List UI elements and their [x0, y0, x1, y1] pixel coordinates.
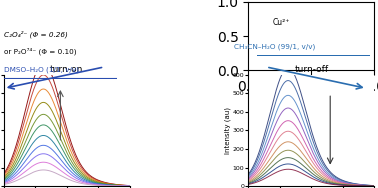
Title: turn-off: turn-off: [294, 65, 328, 74]
Text: or P₂O⁷⁴⁻ (Φ = 0.10): or P₂O⁷⁴⁻ (Φ = 0.10): [4, 47, 76, 55]
Text: DMSO–H₂O (1/1, v/v): DMSO–H₂O (1/1, v/v): [4, 66, 79, 73]
Text: C₂O₄²⁻ (Φ = 0.26): C₂O₄²⁻ (Φ = 0.26): [4, 30, 68, 38]
Y-axis label: Intensity (au): Intensity (au): [225, 107, 231, 154]
Text: Cu²⁺: Cu²⁺: [272, 18, 290, 27]
Title: turn-on: turn-on: [50, 65, 84, 74]
Text: CH₃CN–H₂O (99/1, v/v): CH₃CN–H₂O (99/1, v/v): [234, 44, 316, 50]
